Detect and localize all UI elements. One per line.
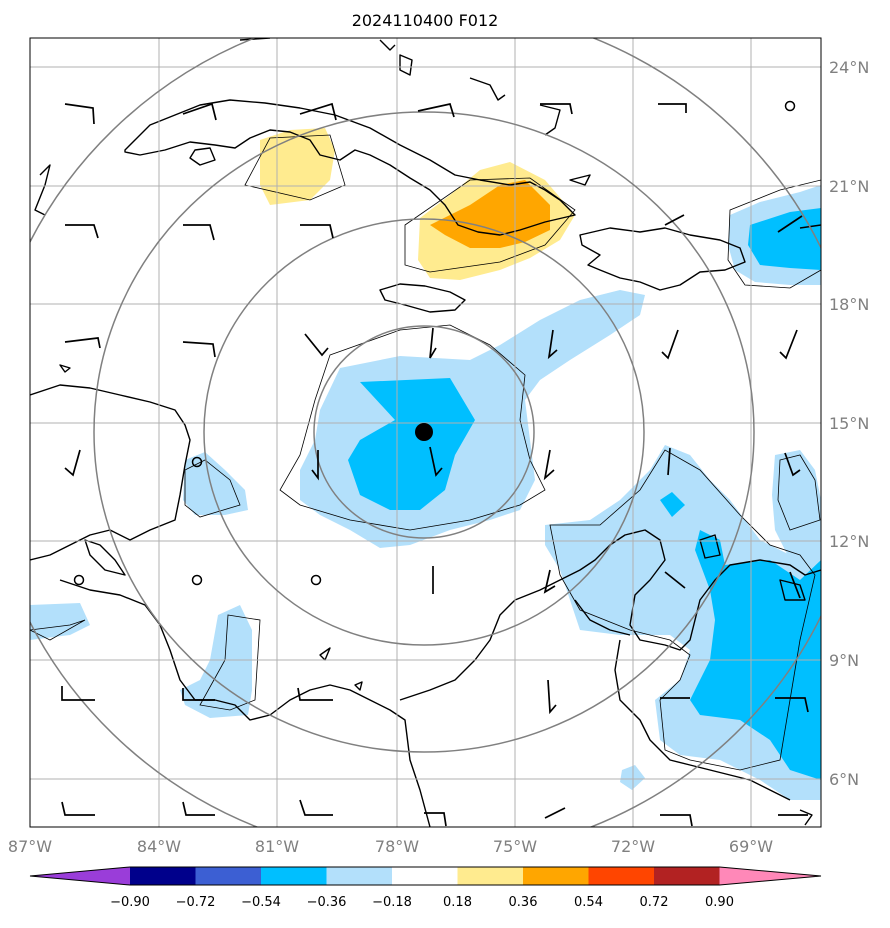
colorbar-segment: [654, 867, 720, 885]
lon-label: 69°W: [729, 837, 773, 856]
lat-label: 18°N: [829, 295, 869, 314]
colorbar-segment: [326, 867, 392, 885]
colorbar-tick-label: −0.72: [176, 895, 216, 910]
lat-label: 21°N: [829, 177, 869, 196]
colorbar-segment: [588, 867, 654, 885]
lon-label: 81°W: [255, 837, 299, 856]
colorbar-segment: [392, 867, 458, 885]
colorbar-tick-label: −0.90: [110, 895, 150, 910]
colorbar-tick-label: −0.18: [372, 895, 412, 910]
colorbar: −0.90 −0.72 −0.54 −0.36 −0.18 0.18 0.36 …: [29, 866, 822, 910]
colorbar-segment: [30, 867, 130, 885]
lat-labels: 24°N 21°N 18°N 15°N 12°N 9°N 6°N: [829, 58, 869, 789]
range-rings: [30, 38, 821, 827]
lat-label: 6°N: [829, 770, 859, 789]
colorbar-tick-label: 0.36: [509, 895, 538, 910]
colorbar-tick-label: 0.90: [705, 895, 734, 910]
storm-center-marker: [415, 423, 433, 441]
lon-label: 78°W: [375, 837, 419, 856]
lon-label: 84°W: [137, 837, 181, 856]
lat-label: 9°N: [829, 651, 859, 670]
lat-label: 12°N: [829, 532, 869, 551]
colorbar-tick-label: 0.18: [443, 895, 472, 910]
lon-label: 87°W: [8, 837, 52, 856]
gridlines: [30, 38, 821, 827]
map-frame: [29, 37, 822, 828]
colorbar-tick-label: −0.36: [307, 895, 347, 910]
colorbar-segment: [130, 867, 196, 885]
lon-label: 72°W: [611, 837, 655, 856]
map-title: 2024110400 F012: [352, 11, 499, 30]
lat-label: 24°N: [829, 58, 869, 77]
map-area: [30, 38, 821, 827]
wind-barbs: [61, 100, 809, 827]
colorbar-tick-label: −0.54: [241, 895, 281, 910]
colorbar-segment: [719, 867, 821, 885]
colorbar-tick-label: 0.54: [574, 895, 603, 910]
colorbar-segment: [457, 867, 523, 885]
colorbar-tick-label: 0.72: [640, 895, 669, 910]
colorbar-segment: [261, 867, 327, 885]
lat-label: 15°N: [829, 414, 869, 433]
colorbar-segment: [195, 867, 261, 885]
lon-label: 75°W: [493, 837, 537, 856]
colorbar-segment: [523, 867, 589, 885]
lon-labels: 87°W 84°W 81°W 78°W 75°W 72°W 69°W: [8, 837, 773, 856]
